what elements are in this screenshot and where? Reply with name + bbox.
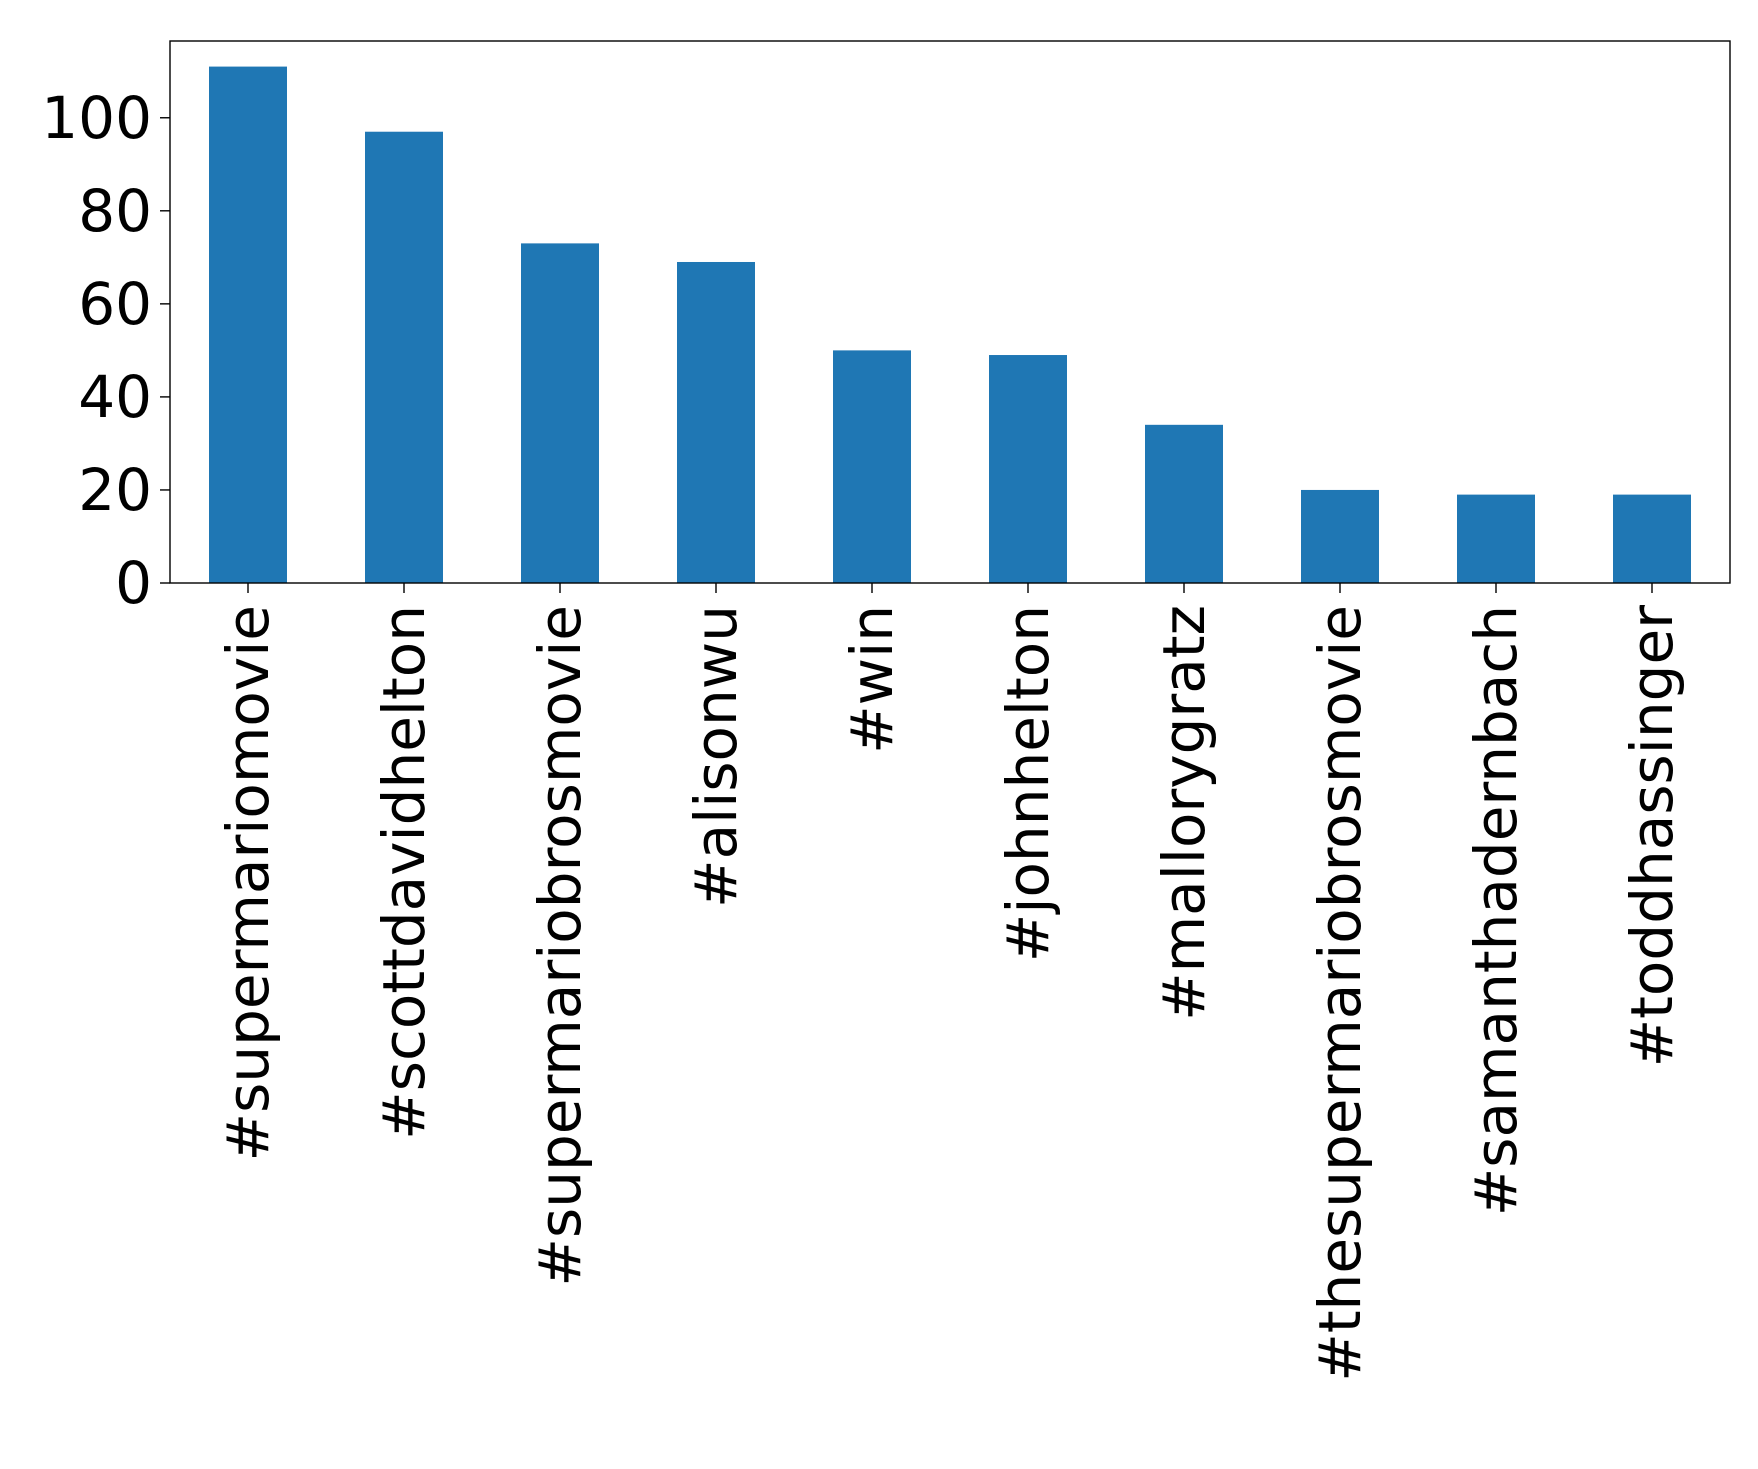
- bar-samanthadernbach: [1457, 494, 1535, 583]
- x-tick-label: #win: [838, 605, 906, 754]
- x-tick-label: #supermariomovie: [214, 605, 282, 1162]
- x-tick-label: #alisonwu: [682, 605, 750, 908]
- x-tick-label: #johnhelton: [994, 605, 1062, 962]
- bar-scottdavidhelton: [365, 131, 443, 583]
- x-tick-label: #thesupermariobrosmovie: [1306, 605, 1374, 1382]
- x-axis: #supermariomovie #scottdavidhelton #superm…: [214, 583, 1686, 1382]
- y-tick-label: 20: [78, 456, 152, 524]
- bar-toddhassinger: [1613, 494, 1691, 583]
- bars-layer: [209, 66, 1691, 584]
- bar-supermariomovie: [209, 66, 287, 584]
- bar-thesupermariobrosmovie: [1301, 489, 1379, 583]
- x-tick-label: #mallorygratz: [1150, 605, 1218, 1021]
- x-tick-label: #scottdavidhelton: [370, 605, 438, 1140]
- y-tick-label: 0: [115, 549, 152, 617]
- bar-win: [833, 350, 911, 583]
- bar-mallorygratz: [1145, 424, 1223, 583]
- y-tick-label: 80: [78, 177, 152, 245]
- bar-johnhelton: [989, 355, 1067, 583]
- y-tick-label: 100: [41, 84, 152, 152]
- x-tick-label: #supermariobrosmovie: [526, 605, 594, 1287]
- x-tick-label: #samanthadernbach: [1462, 605, 1530, 1216]
- x-tick-label: #toddhassinger: [1618, 605, 1686, 1068]
- y-tick-label: 60: [78, 270, 152, 338]
- bar-alisonwu: [677, 261, 755, 583]
- y-tick-label: 40: [78, 363, 152, 431]
- plot-frame: [169, 40, 1731, 584]
- y-axis: 0 20 40 60 80 100: [41, 84, 170, 617]
- bar-supermariobrosmovie: [521, 243, 599, 583]
